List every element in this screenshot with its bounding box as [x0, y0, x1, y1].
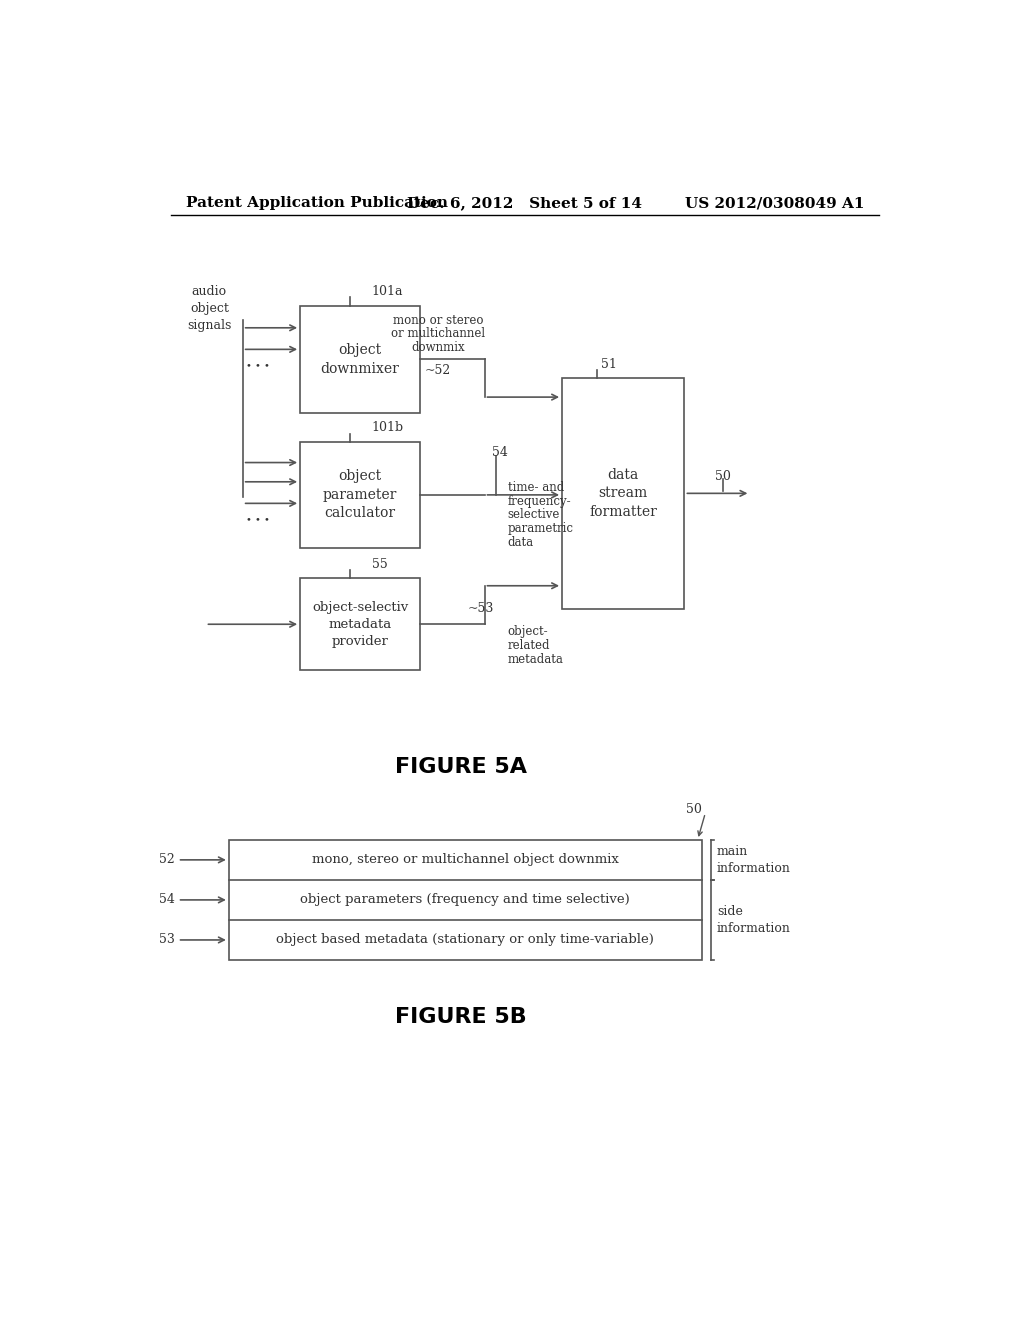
Text: main
information: main information: [717, 845, 791, 875]
Text: metadata: metadata: [508, 653, 563, 667]
Text: mono, stereo or multichannel object downmix: mono, stereo or multichannel object down…: [311, 853, 618, 866]
Text: object
parameter
calculator: object parameter calculator: [323, 470, 397, 520]
Text: US 2012/0308049 A1: US 2012/0308049 A1: [685, 197, 864, 210]
Text: 50: 50: [716, 470, 731, 483]
Text: 51: 51: [601, 358, 616, 371]
Text: ~53: ~53: [467, 602, 494, 615]
Text: 54: 54: [493, 446, 508, 459]
Bar: [228, 840, 701, 960]
Text: FIGURE 5B: FIGURE 5B: [395, 1007, 527, 1027]
Text: or multichannel: or multichannel: [391, 327, 485, 341]
Text: • • •: • • •: [246, 516, 270, 525]
Bar: [562, 378, 684, 609]
Text: object based metadata (stationary or only time-variable): object based metadata (stationary or onl…: [276, 933, 654, 946]
Bar: [300, 306, 420, 412]
Text: 54: 54: [159, 894, 174, 907]
Text: side
information: side information: [717, 906, 791, 935]
Text: time- and: time- and: [508, 480, 564, 494]
Text: selective: selective: [508, 508, 560, 521]
Text: Patent Application Publication: Patent Application Publication: [186, 197, 449, 210]
Text: parametric: parametric: [508, 523, 573, 536]
Text: Dec. 6, 2012   Sheet 5 of 14: Dec. 6, 2012 Sheet 5 of 14: [408, 197, 642, 210]
Text: object-selectiv
metadata
provider: object-selectiv metadata provider: [312, 601, 409, 648]
Text: 50: 50: [686, 803, 701, 816]
Text: related: related: [508, 639, 550, 652]
Text: object-: object-: [508, 626, 549, 639]
Text: audio
object
signals: audio object signals: [187, 285, 231, 333]
Text: frequency-: frequency-: [508, 495, 571, 508]
Text: 55: 55: [372, 557, 387, 570]
Text: data
stream
formatter: data stream formatter: [589, 469, 657, 519]
Text: 52: 52: [159, 853, 174, 866]
Bar: [300, 442, 420, 548]
Text: downmix: downmix: [412, 341, 465, 354]
Text: object
downmixer: object downmixer: [321, 343, 399, 376]
Text: FIGURE 5A: FIGURE 5A: [395, 756, 527, 776]
Text: 101a: 101a: [372, 285, 403, 298]
Bar: [300, 578, 420, 671]
Text: • • •: • • •: [246, 362, 270, 371]
Text: 101b: 101b: [372, 421, 403, 434]
Text: ~52: ~52: [425, 363, 452, 376]
Text: mono or stereo: mono or stereo: [393, 314, 483, 327]
Text: data: data: [508, 536, 534, 549]
Text: object parameters (frequency and time selective): object parameters (frequency and time se…: [300, 894, 630, 907]
Text: 53: 53: [159, 933, 174, 946]
